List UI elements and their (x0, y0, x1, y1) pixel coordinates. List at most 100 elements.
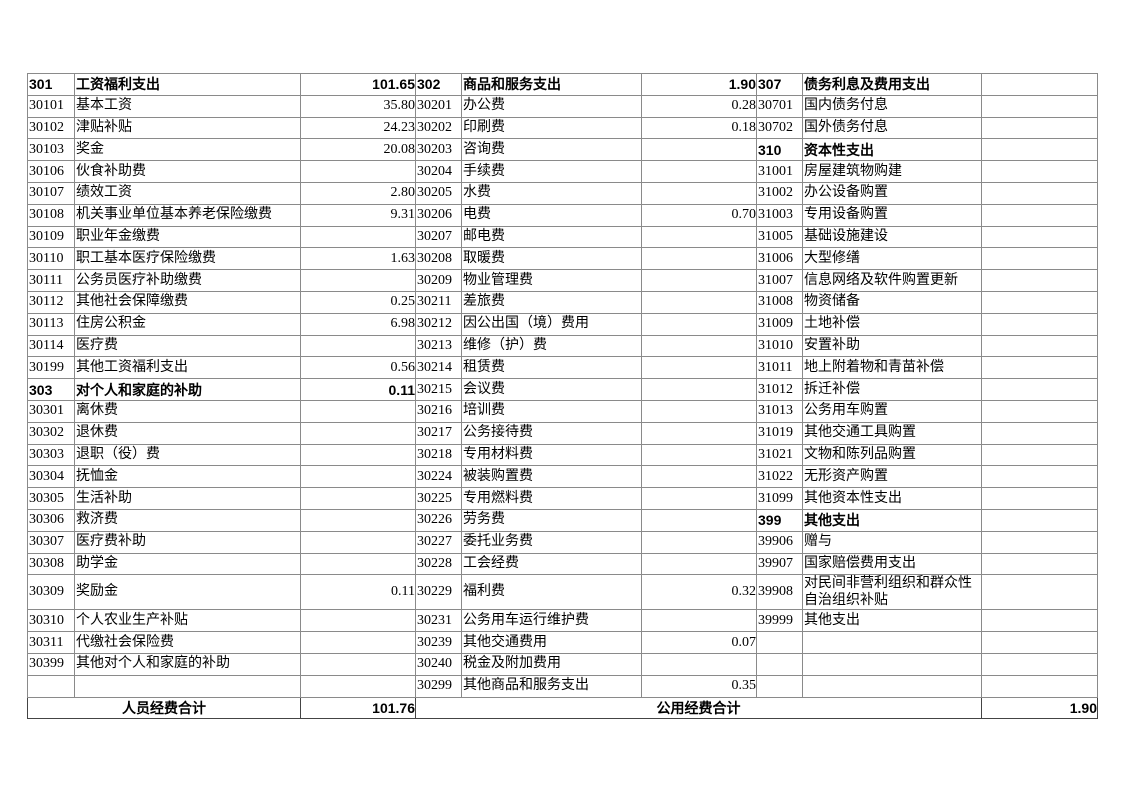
item-name-cell: 伙食补助费 (74, 160, 301, 183)
code-cell: 30311 (27, 631, 75, 654)
item-name-cell (802, 652, 982, 676)
amount-cell (641, 399, 757, 423)
personnel-total-value: 101.76 (300, 696, 416, 720)
code-cell: 31009 (756, 312, 803, 336)
code-cell: 30217 (415, 421, 462, 445)
table-row: 30399 其他对个人和家庭的补助 30240 税金及附加费用 (27, 652, 1098, 676)
amount-cell (981, 378, 1098, 401)
code-cell: 30303 (27, 443, 75, 467)
amount-cell: 0.18 (641, 116, 757, 140)
amount-cell (641, 138, 757, 162)
item-name-cell: 因公出国（境）费用 (461, 312, 642, 336)
amount-cell (300, 399, 416, 423)
table-row: 30106 伙食补助费 30204 手续费 31001 房屋建筑物购建 (27, 160, 1098, 183)
item-name-cell: 职工基本医疗保险缴费 (74, 247, 301, 271)
code-cell: 30301 (27, 399, 75, 423)
amount-cell (300, 487, 416, 510)
table-row: 30309 奖励金 0.11 30229 福利费 0.32 39908 对民间非营利组织和群众… (27, 574, 1098, 611)
totals-row: 人员经费合计 101.76 公用经费合计 1.90 (27, 696, 1098, 720)
code-cell: 30701 (756, 94, 803, 118)
item-name-cell: 离休费 (74, 399, 301, 423)
item-name-cell (74, 674, 301, 698)
item-name-cell: 其他交通工具购置 (802, 421, 982, 445)
code-cell: 31008 (756, 290, 803, 314)
code-cell: 30306 (27, 508, 75, 532)
amount-cell (641, 247, 757, 271)
item-name-cell: 取暖费 (461, 247, 642, 271)
amount-cell: 0.70 (641, 203, 757, 227)
table-row: 30108 机关事业单位基本养老保险缴费 9.31 30206 电费 0.70 31003 专… (27, 203, 1098, 227)
code-cell: 31005 (756, 225, 803, 249)
item-name-cell: 津贴补贴 (74, 116, 301, 140)
table-row: 30301 离休费 30216 培训费 31013 公务用车购置 (27, 399, 1098, 423)
code-cell: 31013 (756, 399, 803, 423)
code-cell: 30307 (27, 530, 75, 554)
code-cell: 30224 (415, 465, 462, 489)
item-name-cell: 生活补助 (74, 487, 301, 510)
code-cell: 30305 (27, 487, 75, 510)
code-cell: 30201 (415, 94, 462, 118)
code-cell: 30299 (415, 674, 462, 698)
amount-cell (981, 443, 1098, 467)
item-name-cell: 专用燃料费 (461, 487, 642, 510)
item-name-cell: 资本性支出 (802, 138, 982, 162)
item-name-cell: 信息网络及软件购置更新 (802, 269, 982, 292)
code-cell (27, 674, 75, 698)
code-cell: 31011 (756, 356, 803, 380)
item-name-cell: 救济费 (74, 508, 301, 532)
item-name-cell: 专用设备购置 (802, 203, 982, 227)
code-cell: 30215 (415, 378, 462, 401)
personnel-total-label: 人员经费合计 (27, 696, 301, 720)
amount-cell (300, 443, 416, 467)
code-cell: 30205 (415, 181, 462, 205)
item-name-cell: 其他对个人和家庭的补助 (74, 652, 301, 676)
item-name-cell: 其他支出 (802, 609, 982, 633)
item-name-cell: 医疗费补助 (74, 530, 301, 554)
code-cell: 310 (756, 138, 803, 162)
item-name-cell: 助学金 (74, 552, 301, 576)
amount-cell (981, 181, 1098, 205)
code-cell: 30204 (415, 160, 462, 183)
item-name-cell: 委托业务费 (461, 530, 642, 554)
amount-cell (641, 160, 757, 183)
amount-cell: 0.32 (641, 574, 757, 611)
item-name-cell: 电费 (461, 203, 642, 227)
code-cell: 39906 (756, 530, 803, 554)
item-name-cell: 其他工资福利支出 (74, 356, 301, 380)
amount-cell (641, 421, 757, 445)
amount-cell (981, 203, 1098, 227)
item-name-cell: 其他社会保障缴费 (74, 290, 301, 314)
table-row: 30113 住房公积金 6.98 30212 因公出国（境）费用 31009 土地补偿 (27, 312, 1098, 336)
code-cell: 30308 (27, 552, 75, 576)
code-cell: 30207 (415, 225, 462, 249)
amount-cell: 0.07 (641, 631, 757, 654)
item-name-cell: 国内债务付息 (802, 94, 982, 118)
item-name-cell: 安置补助 (802, 334, 982, 358)
item-name-cell: 拆迁补偿 (802, 378, 982, 401)
code-cell: 31022 (756, 465, 803, 489)
item-name-cell: 医疗费 (74, 334, 301, 358)
item-name-cell: 退职（役）费 (74, 443, 301, 467)
item-name-cell: 文物和陈列品购置 (802, 443, 982, 467)
amount-cell (981, 552, 1098, 576)
code-cell: 30226 (415, 508, 462, 532)
code-cell: 303 (27, 378, 75, 401)
item-name-cell: 奖励金 (74, 574, 301, 611)
amount-cell (300, 160, 416, 183)
amount-cell: 35.80 (300, 94, 416, 118)
amount-cell (981, 247, 1098, 271)
table-row: 30102 津贴补贴 24.23 30202 印刷费 0.18 30702 国外债务付息 (27, 116, 1098, 140)
amount-cell: 101.65 (300, 73, 416, 96)
table-row: 30308 助学金 30228 工会经费 39907 国家赔偿费用支出 (27, 552, 1098, 576)
amount-cell (981, 631, 1098, 654)
item-name-cell: 福利费 (461, 574, 642, 611)
code-cell: 30309 (27, 574, 75, 611)
amount-cell (300, 609, 416, 633)
item-name-cell: 国家赔偿费用支出 (802, 552, 982, 576)
table-row: 303 对个人和家庭的补助 0.11 30215 会议费 31012 拆迁补偿 (27, 378, 1098, 401)
item-name-cell: 培训费 (461, 399, 642, 423)
code-cell: 30110 (27, 247, 75, 271)
table-row: 30304 抚恤金 30224 被装购置费 31022 无形资产购置 (27, 465, 1098, 489)
item-name-cell: 手续费 (461, 160, 642, 183)
code-cell: 30114 (27, 334, 75, 358)
